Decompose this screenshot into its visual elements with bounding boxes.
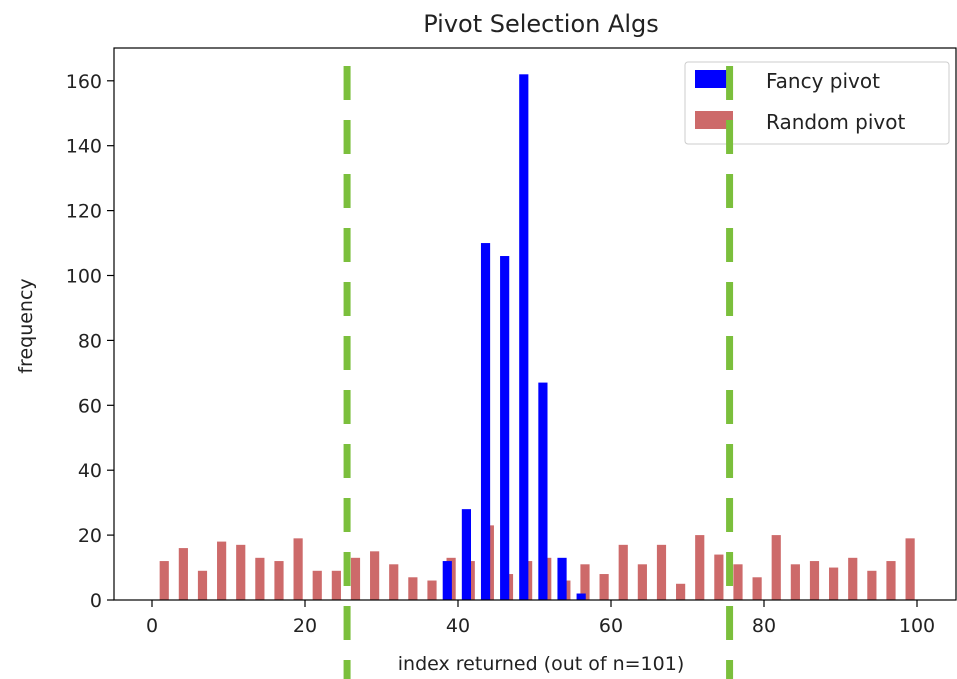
- y-tick-label: 60: [78, 395, 102, 417]
- y-axis-label: frequency: [15, 278, 37, 373]
- legend-box: [684, 61, 950, 145]
- fancy-pivot-bar-4: [519, 74, 529, 600]
- fancy-pivot-bar-6: [557, 557, 567, 600]
- x-tick-label: 20: [293, 615, 317, 637]
- x-tick-label: 40: [446, 615, 470, 637]
- random-pivot-bars: [159, 525, 915, 600]
- random-pivot-bar-27: [676, 583, 686, 600]
- random-pivot-bar-24: [618, 544, 628, 600]
- random-pivot-bar-12: [389, 564, 399, 600]
- x-tick-label: 0: [146, 615, 158, 637]
- random-pivot-bar-29: [714, 554, 724, 600]
- y-axis-ticks: 0 20 40 60 80 100 120 140 160: [66, 71, 114, 612]
- x-tick-label: 80: [752, 615, 776, 637]
- random-pivot-bar-8: [312, 570, 322, 600]
- y-tick-label: 0: [90, 590, 102, 612]
- fancy-pivot-bar-1: [461, 509, 472, 600]
- legend-swatch-fancy: [695, 70, 733, 88]
- random-pivot-bar-0: [159, 561, 169, 600]
- random-pivot-bar-37: [867, 570, 877, 600]
- random-pivot-bar-22: [580, 564, 590, 600]
- y-tick-label: 100: [66, 266, 102, 288]
- random-pivot-bar-14: [427, 580, 437, 600]
- fancy-pivot-bars: [442, 74, 586, 601]
- random-pivot-bar-11: [370, 551, 380, 600]
- random-pivot-bar-1: [178, 548, 188, 600]
- random-pivot-bar-30: [733, 564, 743, 600]
- y-tick-label: 120: [66, 201, 102, 223]
- fancy-pivot-bar-7: [576, 593, 586, 600]
- legend: Fancy pivot Random pivot: [684, 61, 950, 145]
- x-axis-ticks: 0 20 40 60 80 100: [146, 600, 935, 637]
- random-pivot-bar-2: [197, 570, 208, 600]
- random-pivot-bar-6: [274, 561, 284, 600]
- y-tick-label: 40: [78, 460, 102, 482]
- random-pivot-bar-39: [905, 538, 915, 600]
- x-tick-label: 100: [899, 615, 935, 637]
- random-pivot-bar-9: [331, 570, 341, 600]
- fancy-pivot-bar-5: [538, 382, 548, 600]
- fancy-pivot-bar-3: [500, 256, 510, 600]
- random-pivot-bar-13: [408, 577, 418, 600]
- y-tick-label: 140: [66, 136, 102, 158]
- random-pivot-bar-36: [848, 557, 858, 600]
- random-pivot-bar-4: [236, 544, 246, 600]
- random-pivot-bar-38: [886, 561, 896, 600]
- fancy-pivot-bar-0: [442, 561, 452, 600]
- random-pivot-bar-28: [695, 535, 705, 600]
- x-tick-label: 60: [599, 615, 623, 637]
- y-tick-label: 20: [78, 525, 102, 547]
- threshold-lines: [343, 66, 734, 679]
- random-pivot-bar-34: [809, 561, 820, 600]
- random-pivot-bar-5: [255, 557, 265, 600]
- plot-frame: [113, 47, 957, 601]
- x-axis-label: index returned (out of n=101): [398, 653, 684, 675]
- random-pivot-bar-7: [293, 538, 303, 600]
- random-pivot-bar-31: [752, 577, 762, 600]
- chart-title: Pivot Selection Algs: [423, 10, 659, 38]
- random-pivot-bar-10: [350, 557, 361, 600]
- random-pivot-bar-3: [217, 541, 227, 600]
- random-pivot-bar-33: [790, 564, 800, 600]
- random-pivot-bar-26: [656, 544, 667, 600]
- legend-swatch-random: [695, 111, 733, 129]
- legend-label-random: Random pivot: [766, 110, 905, 134]
- y-tick-label: 80: [78, 330, 102, 352]
- y-tick-label: 160: [66, 71, 102, 93]
- legend-label-fancy: Fancy pivot: [766, 69, 880, 93]
- random-pivot-bar-25: [637, 564, 647, 600]
- random-pivot-bar-23: [599, 574, 609, 600]
- random-pivot-bar-35: [829, 567, 839, 600]
- random-pivot-bar-32: [771, 535, 781, 600]
- fancy-pivot-bar-2: [480, 243, 491, 601]
